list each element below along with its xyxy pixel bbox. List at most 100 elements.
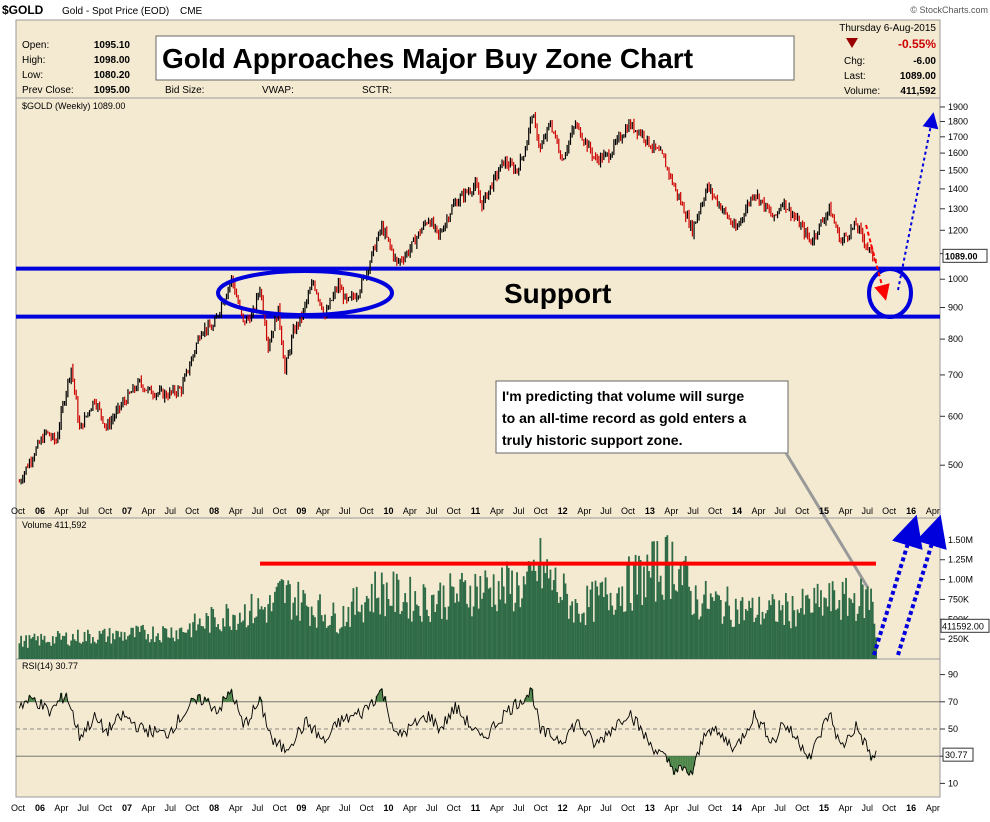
x-tick-label: 16 — [906, 803, 916, 813]
volume-bar — [325, 627, 328, 659]
rsi-extreme-fill — [524, 698, 527, 702]
volume-bar — [581, 613, 584, 659]
volume-bar — [35, 640, 38, 659]
volume-bar — [78, 642, 81, 659]
volume-bar — [284, 603, 286, 659]
volume-bar — [547, 578, 550, 659]
volume-bar — [786, 601, 789, 659]
volume-bar — [811, 612, 814, 659]
volume-bar — [314, 617, 316, 659]
volume-bar — [738, 623, 741, 659]
rsi-extreme-fill — [258, 696, 262, 702]
volume-bar — [696, 599, 699, 659]
volume-bar — [461, 572, 463, 659]
volume-bar — [482, 592, 485, 659]
x-tick-label: Apr — [229, 803, 243, 813]
volume-bar — [699, 616, 702, 659]
volume-bar — [870, 588, 872, 659]
volume-bar — [36, 636, 39, 659]
volume-bar — [521, 598, 523, 659]
x-tick-label: Jul — [600, 506, 612, 516]
volume-bar — [81, 641, 84, 659]
volume-bar — [55, 636, 58, 659]
volume-bar — [342, 605, 345, 659]
volume-bar — [756, 614, 759, 659]
volume-bar — [33, 633, 36, 659]
x-tick-label: Oct — [447, 803, 462, 813]
volume-bar — [95, 643, 98, 659]
volume-bar — [502, 586, 505, 659]
volume-bar — [800, 608, 802, 659]
volume-bar — [676, 591, 679, 659]
x-tick-label: 14 — [732, 803, 742, 813]
volume-bar — [454, 602, 457, 659]
volume-bar — [469, 585, 472, 659]
x-tick-label: Oct — [185, 803, 200, 813]
volume-bar — [831, 581, 834, 659]
x-tick-label: Apr — [751, 803, 765, 813]
symbol: $GOLD — [2, 3, 44, 17]
volume-bar — [653, 541, 655, 659]
volume-bar — [45, 642, 48, 659]
volume-bar — [522, 576, 525, 659]
volume-bar — [743, 620, 746, 659]
last-rsi-tag-label: 30.77 — [945, 750, 968, 760]
volume-bar — [18, 643, 21, 659]
volume-bar — [245, 627, 248, 659]
volume-bar — [399, 614, 402, 659]
volume-bar — [377, 597, 380, 659]
x-tick-label: Jul — [252, 803, 264, 813]
volume-bar — [604, 577, 607, 659]
volume-surge-arrow-1 — [872, 514, 923, 656]
volume-bar — [853, 593, 856, 659]
x-tick-label: Jul — [164, 803, 176, 813]
volume-bar — [557, 603, 560, 659]
x-tick-label: Oct — [882, 803, 897, 813]
volume-bar — [290, 619, 293, 659]
rsi-extreme-fill — [380, 688, 383, 702]
volume-bar — [402, 602, 405, 659]
volume-bar — [497, 581, 500, 659]
price-y-tick-label: 500 — [948, 460, 963, 470]
rsi-y-axis: 103050709030.77 — [940, 670, 974, 788]
volume-bar — [213, 617, 216, 659]
volume-bar — [439, 582, 442, 659]
price-y-tick-label: 600 — [948, 411, 963, 421]
volume-bar — [496, 611, 498, 659]
rsi-extreme-fill — [230, 689, 233, 702]
volume-bar — [536, 581, 538, 659]
volume-bar — [659, 575, 662, 659]
rsi-extreme-fill — [686, 756, 689, 774]
volume-bar — [352, 588, 355, 659]
volume-bar — [437, 590, 440, 659]
volume-bar — [370, 583, 373, 659]
volume-bar — [591, 581, 594, 659]
volume-bar — [360, 604, 363, 659]
rsi-extreme-fill — [687, 756, 691, 776]
volume-bar — [387, 599, 390, 659]
stockcharts-logo: © StockCharts.com — [910, 5, 988, 15]
x-tick-label: Apr — [141, 803, 155, 813]
volume-bar — [527, 561, 530, 659]
volume-label: Volume: — [844, 86, 880, 97]
volume-bar — [294, 597, 296, 659]
x-tick-label: 12 — [558, 803, 568, 813]
volume-bar — [23, 640, 26, 659]
volume-bar — [549, 569, 552, 659]
volume-bar — [344, 626, 346, 659]
volume-bars — [18, 535, 877, 659]
volume-bar — [629, 603, 632, 659]
volume-bar — [542, 564, 545, 659]
support-label: Support — [504, 278, 611, 309]
volume-bar — [280, 579, 283, 659]
volume-bar — [628, 556, 630, 659]
volume-bar — [584, 625, 587, 659]
volume-bar — [686, 565, 689, 659]
volume-bar — [125, 639, 128, 659]
volume-bar — [532, 559, 535, 659]
volume-bar — [212, 609, 215, 659]
volume-bar — [177, 639, 179, 659]
x-tick-label: Jul — [339, 803, 351, 813]
rsi-extreme-fill — [190, 698, 193, 702]
volume-bar — [315, 627, 318, 659]
